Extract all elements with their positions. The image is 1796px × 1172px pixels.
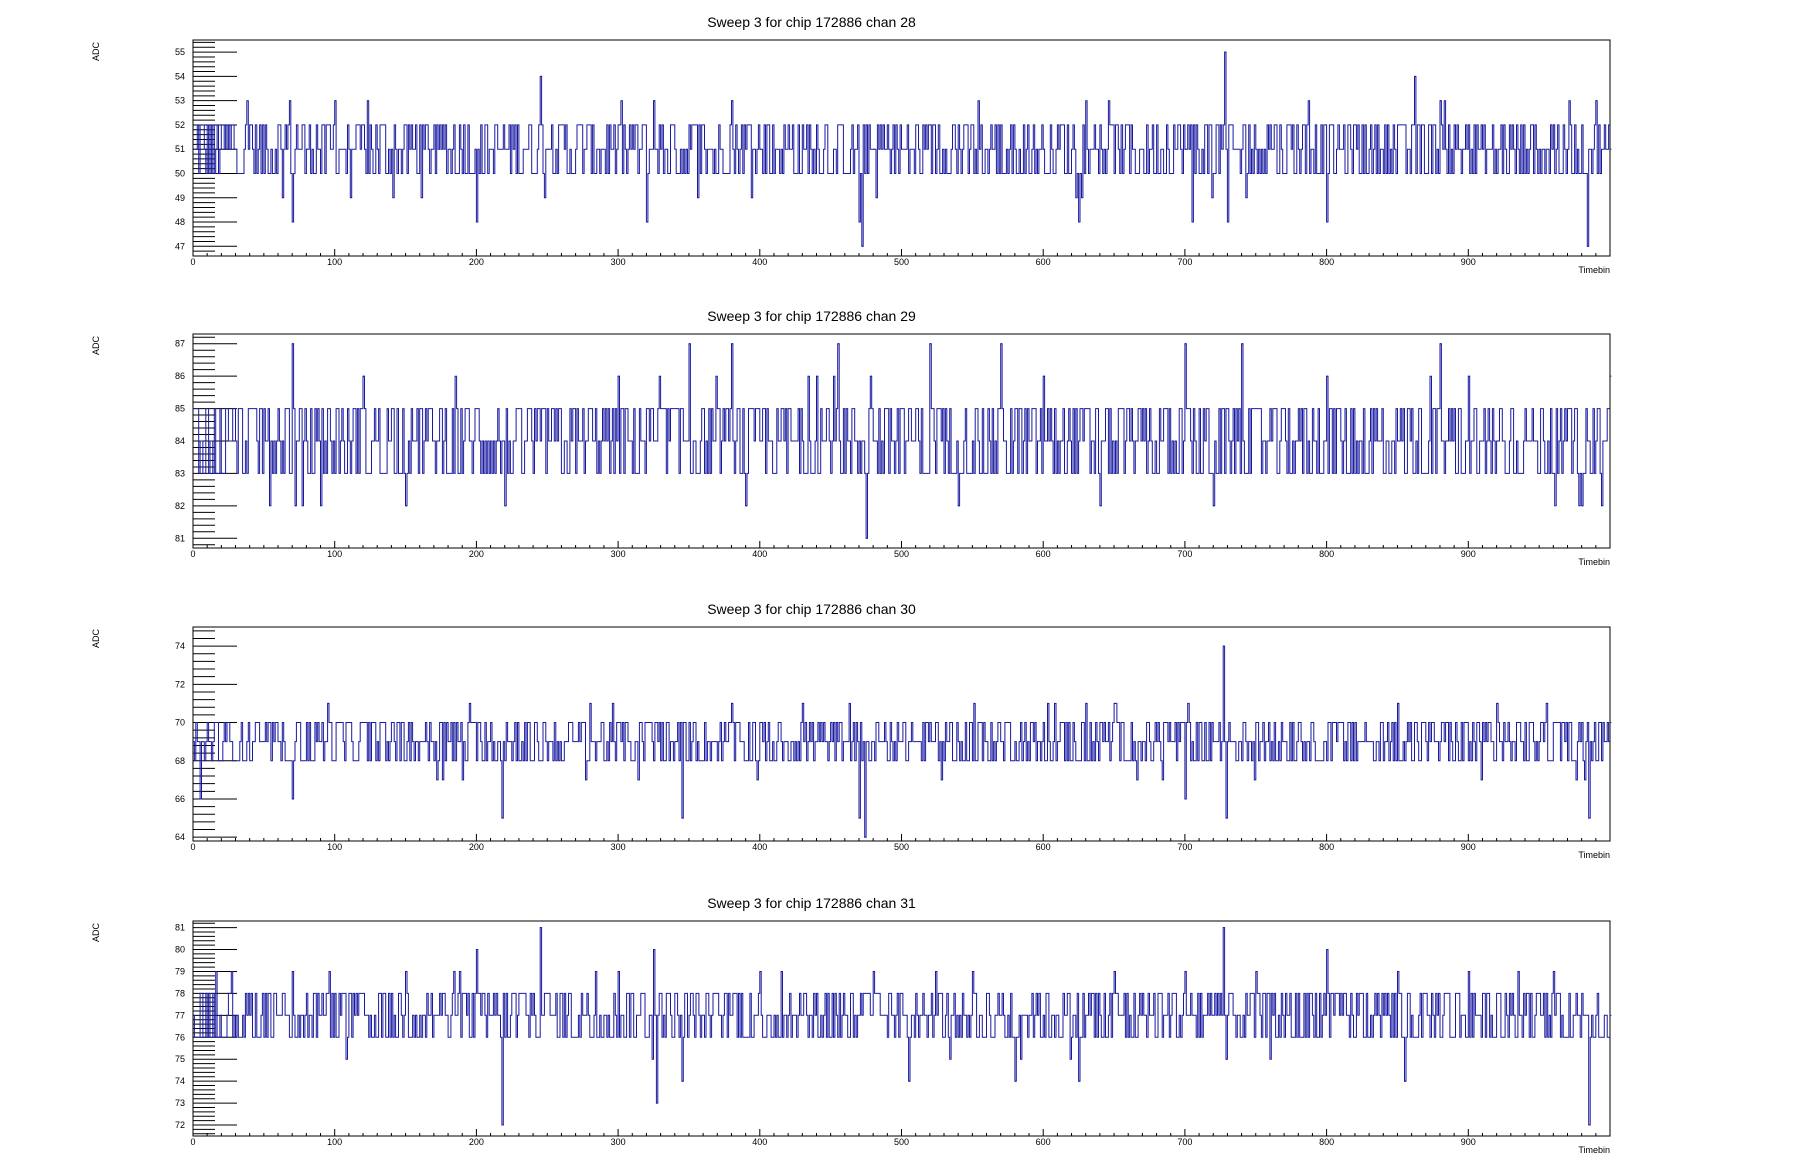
chart-title: Sweep 3 for chip 172886 chan 28 [707,14,916,30]
series-trace [193,927,1610,1126]
y-tick-label: 73 [175,1098,185,1108]
y-tick-label: 72 [175,1120,185,1130]
y-tick-label: 81 [175,533,185,543]
chart-panel-0: Sweep 3 for chip 172886 chan 28 ADC Timebi… [91,14,1612,275]
y-tick-label: 80 [175,945,185,955]
chart-panel-1: Sweep 3 for chip 172886 chan 29 ADC Timebi… [91,308,1612,567]
y-tick-label: 76 [175,1032,185,1042]
x-tick-label: 400 [752,842,767,852]
x-tick-label: 500 [894,842,909,852]
x-tick-label: 400 [752,257,767,267]
x-tick-label: 0 [190,842,195,852]
x-tick-label: 700 [1177,257,1192,267]
x-axis-label: Timebin [1578,1145,1610,1155]
y-tick-label: 74 [175,641,185,651]
x-tick-label: 300 [611,1137,626,1147]
x-tick-label: 200 [469,549,484,559]
y-tick-label: 64 [175,832,185,842]
y-tick-label: 84 [175,436,185,446]
x-tick-label: 300 [611,842,626,852]
y-tick-label: 50 [175,168,185,178]
y-tick-label: 47 [175,241,185,251]
series-trace [193,51,1610,247]
chart-panel-2: Sweep 3 for chip 172886 chan 30 ADC Timebi… [91,601,1612,860]
x-tick-label: 600 [1036,1137,1051,1147]
x-tick-label: 300 [611,549,626,559]
chart-title: Sweep 3 for chip 172886 chan 29 [707,308,916,324]
x-tick-label: 200 [469,1137,484,1147]
chart-panel-3: Sweep 3 for chip 172886 chan 31 ADC Timebi… [91,895,1612,1155]
y-tick-label: 85 [175,404,185,414]
x-tick-label: 800 [1319,549,1334,559]
y-tick-label: 66 [175,794,185,804]
x-tick-label: 700 [1177,1137,1192,1147]
y-axis-label: ADC [91,923,101,943]
y-tick-label: 55 [175,47,185,57]
y-axis-label: ADC [91,336,101,356]
x-tick-label: 500 [894,257,909,267]
x-tick-label: 800 [1319,257,1334,267]
x-tick-label: 900 [1461,257,1476,267]
x-tick-label: 600 [1036,842,1051,852]
y-tick-label: 82 [175,501,185,511]
y-tick-label: 53 [175,96,185,106]
y-tick-label: 86 [175,371,185,381]
chart-title: Sweep 3 for chip 172886 chan 30 [707,601,916,617]
x-tick-label: 500 [894,1137,909,1147]
y-tick-label: 52 [175,120,185,130]
x-tick-label: 600 [1036,549,1051,559]
y-tick-label: 68 [175,756,185,766]
y-tick-label: 77 [175,1010,185,1020]
y-tick-label: 83 [175,468,185,478]
x-tick-label: 100 [327,257,342,267]
y-tick-label: 54 [175,71,185,81]
y-tick-label: 51 [175,144,185,154]
y-tick-label: 70 [175,718,185,728]
x-axis-label: Timebin [1578,850,1610,860]
x-tick-label: 900 [1461,549,1476,559]
x-tick-label: 800 [1319,1137,1334,1147]
x-tick-label: 100 [327,1137,342,1147]
y-tick-label: 75 [175,1054,185,1064]
y-tick-label: 79 [175,966,185,976]
y-tick-label: 48 [175,217,185,227]
x-tick-label: 0 [190,257,195,267]
x-tick-label: 200 [469,842,484,852]
x-axis-label: Timebin [1578,557,1610,567]
x-tick-label: 100 [327,842,342,852]
x-tick-label: 300 [611,257,626,267]
x-tick-label: 400 [752,1137,767,1147]
y-axis-label: ADC [91,629,101,649]
x-tick-label: 800 [1319,842,1334,852]
x-tick-label: 0 [190,549,195,559]
y-tick-label: 78 [175,988,185,998]
x-tick-label: 600 [1036,257,1051,267]
x-tick-label: 0 [190,1137,195,1147]
y-axis-label: ADC [91,42,101,62]
y-tick-label: 49 [175,193,185,203]
series-trace [193,645,1610,838]
y-tick-label: 81 [175,923,185,933]
x-tick-label: 700 [1177,549,1192,559]
chart-title: Sweep 3 for chip 172886 chan 31 [707,895,916,911]
x-tick-label: 400 [752,549,767,559]
x-tick-label: 900 [1461,1137,1476,1147]
y-tick-label: 72 [175,679,185,689]
y-tick-label: 74 [175,1076,185,1086]
x-tick-label: 500 [894,549,909,559]
x-tick-label: 900 [1461,842,1476,852]
x-tick-label: 100 [327,549,342,559]
x-axis-label: Timebin [1578,265,1610,275]
y-tick-label: 87 [175,339,185,349]
series-trace [193,343,1610,539]
x-tick-label: 200 [469,257,484,267]
x-tick-label: 700 [1177,842,1192,852]
